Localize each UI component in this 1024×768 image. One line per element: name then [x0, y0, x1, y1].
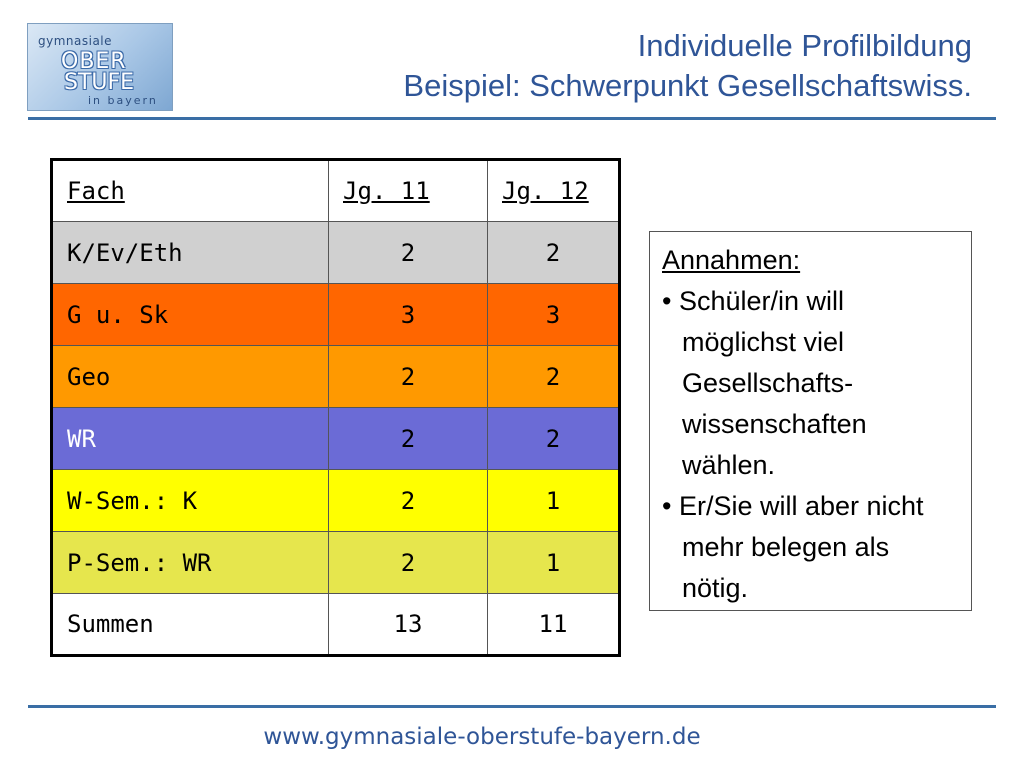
- logo-text-stufe: STUFE: [64, 70, 134, 95]
- cell-jg11: 2: [329, 346, 488, 408]
- title-line-1: Individuelle Profilbildung: [403, 26, 972, 66]
- cell-jg11: 3: [329, 284, 488, 346]
- cell-fach: P-Sem.: WR: [52, 532, 329, 594]
- table-row-summen: Summen 13 11: [52, 594, 620, 656]
- table-header-row: Fach Jg. 11 Jg. 12: [52, 160, 620, 222]
- logo-text-bayern: in bayern: [88, 94, 158, 107]
- subject-table: Fach Jg. 11 Jg. 12 K/Ev/Eth 2 2 G u. Sk …: [50, 158, 621, 657]
- assumption-item: • Schüler/in will möglichst viel Gesells…: [662, 281, 959, 486]
- header-fach: Fach: [52, 160, 329, 222]
- cell-jg11: 2: [329, 470, 488, 532]
- table-row: P-Sem.: WR 2 1: [52, 532, 620, 594]
- table-row: K/Ev/Eth 2 2: [52, 222, 620, 284]
- table-row: G u. Sk 3 3: [52, 284, 620, 346]
- assumption-item: • Er/Sie will aber nicht mehr belegen al…: [662, 486, 959, 609]
- cell-fach: Geo: [52, 346, 329, 408]
- table-row: Geo 2 2: [52, 346, 620, 408]
- cell-fach: W-Sem.: K: [52, 470, 329, 532]
- cell-jg11: 2: [329, 222, 488, 284]
- cell-fach: K/Ev/Eth: [52, 222, 329, 284]
- footer-url: www.gymnasiale-oberstufe-bayern.de: [0, 724, 1024, 750]
- cell-fach: Summen: [52, 594, 329, 656]
- cell-jg11: 2: [329, 532, 488, 594]
- cell-jg11: 2: [329, 408, 488, 470]
- header-jg11: Jg. 11: [329, 160, 488, 222]
- bottom-divider: [28, 705, 996, 708]
- cell-jg12: 3: [488, 284, 620, 346]
- cell-jg12: 11: [488, 594, 620, 656]
- page-title: Individuelle Profilbildung Beispiel: Sch…: [403, 26, 972, 106]
- cell-jg12: 1: [488, 532, 620, 594]
- table-row: W-Sem.: K 2 1: [52, 470, 620, 532]
- title-line-2: Beispiel: Schwerpunkt Gesellschaftswiss.: [403, 66, 972, 106]
- assumptions-box: Annahmen: • Schüler/in will möglichst vi…: [649, 231, 972, 611]
- cell-jg12: 2: [488, 408, 620, 470]
- cell-fach: WR: [52, 408, 329, 470]
- table-row: WR 2 2: [52, 408, 620, 470]
- cell-jg12: 2: [488, 346, 620, 408]
- cell-fach: G u. Sk: [52, 284, 329, 346]
- header-jg12: Jg. 12: [488, 160, 620, 222]
- top-divider: [28, 117, 996, 120]
- cell-jg12: 1: [488, 470, 620, 532]
- assumptions-heading: Annahmen:: [662, 240, 959, 281]
- cell-jg11: 13: [329, 594, 488, 656]
- cell-jg12: 2: [488, 222, 620, 284]
- logo: gymnasiale OBER STUFE in bayern: [27, 23, 173, 111]
- footer-url-text: www.gymnasiale-oberstufe-bayern.de: [263, 724, 700, 750]
- logo-text-top: gymnasiale: [38, 34, 112, 48]
